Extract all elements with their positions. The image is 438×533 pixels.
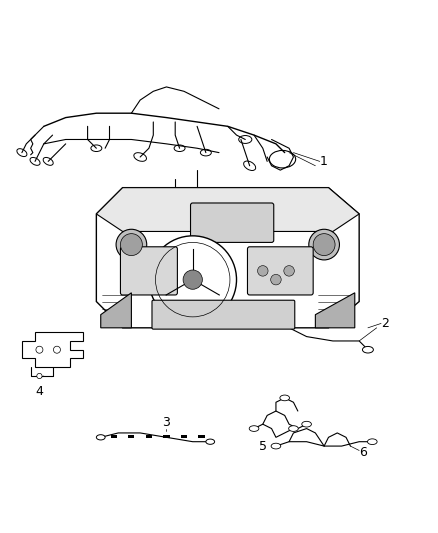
Ellipse shape xyxy=(206,439,215,445)
Ellipse shape xyxy=(96,435,105,440)
Text: 2: 2 xyxy=(381,317,389,330)
Ellipse shape xyxy=(302,421,311,427)
FancyBboxPatch shape xyxy=(191,203,274,243)
Ellipse shape xyxy=(91,145,102,151)
Circle shape xyxy=(37,374,42,378)
Circle shape xyxy=(309,229,339,260)
Polygon shape xyxy=(101,293,131,328)
Ellipse shape xyxy=(174,145,185,151)
Text: 6: 6 xyxy=(359,446,367,459)
Ellipse shape xyxy=(200,149,211,156)
Circle shape xyxy=(53,346,60,353)
Ellipse shape xyxy=(134,152,146,161)
Circle shape xyxy=(271,274,281,285)
Bar xyxy=(163,435,170,438)
Circle shape xyxy=(120,233,142,255)
Polygon shape xyxy=(96,188,359,231)
Circle shape xyxy=(36,346,43,353)
Ellipse shape xyxy=(271,443,281,449)
Circle shape xyxy=(116,229,147,260)
Text: 5: 5 xyxy=(259,440,267,453)
FancyBboxPatch shape xyxy=(152,300,295,329)
Text: 3: 3 xyxy=(162,416,170,429)
Ellipse shape xyxy=(367,439,377,445)
Circle shape xyxy=(258,265,268,276)
Text: 1: 1 xyxy=(320,155,328,168)
Bar xyxy=(146,435,152,438)
Text: 4: 4 xyxy=(35,385,43,398)
Ellipse shape xyxy=(269,150,296,168)
FancyBboxPatch shape xyxy=(120,247,177,295)
Ellipse shape xyxy=(43,157,53,165)
Ellipse shape xyxy=(244,161,256,171)
FancyBboxPatch shape xyxy=(247,247,313,295)
Circle shape xyxy=(183,270,202,289)
Ellipse shape xyxy=(289,426,298,431)
Ellipse shape xyxy=(362,346,373,353)
Ellipse shape xyxy=(280,395,290,401)
Bar xyxy=(181,435,187,438)
Bar xyxy=(128,435,134,438)
Ellipse shape xyxy=(239,135,252,143)
Ellipse shape xyxy=(30,157,40,165)
Circle shape xyxy=(313,233,335,255)
Polygon shape xyxy=(315,293,355,328)
Ellipse shape xyxy=(249,426,259,431)
Circle shape xyxy=(149,236,237,324)
Bar xyxy=(198,435,205,438)
Polygon shape xyxy=(96,188,359,328)
Polygon shape xyxy=(22,332,83,367)
Bar xyxy=(111,435,117,438)
Ellipse shape xyxy=(17,149,27,157)
Circle shape xyxy=(284,265,294,276)
